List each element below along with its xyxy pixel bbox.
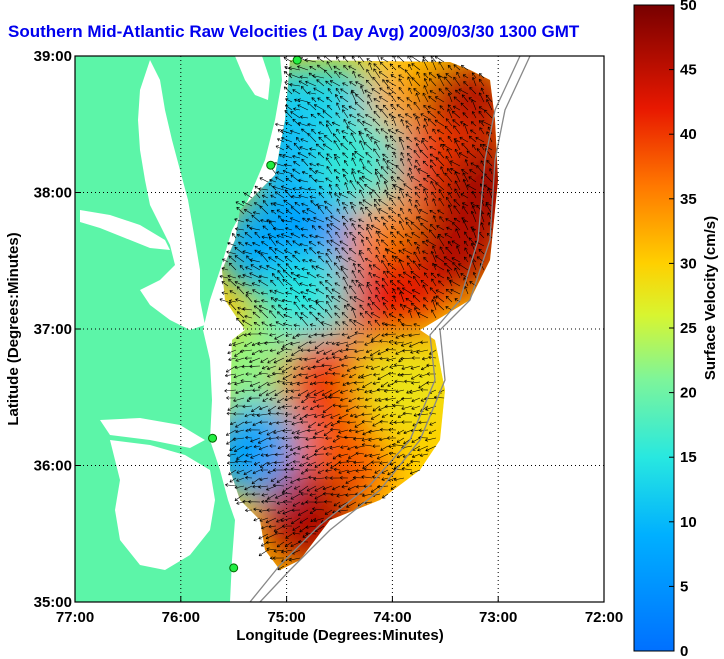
x-tick-label: 76:00 (162, 609, 200, 626)
velocity-cell (344, 253, 441, 350)
y-tick-label: 37:00 (34, 321, 72, 338)
bathymetry-contour (259, 56, 531, 602)
colorbar-tick-label: 45 (680, 62, 697, 79)
x-tick-label: 75:00 (267, 609, 305, 626)
colorbar-tick-label: 10 (680, 514, 697, 531)
x-tick-label: 73:00 (479, 609, 517, 626)
y-tick-label: 38:00 (34, 185, 72, 202)
colorbar-tick-label: 30 (680, 255, 697, 272)
x-tick-label: 72:00 (585, 609, 623, 626)
colorbar (633, 4, 675, 652)
y-tick-label: 36:00 (34, 458, 72, 475)
albemarle-sound (100, 418, 205, 448)
x-tick-label: 77:00 (56, 609, 94, 626)
y-tick-label: 35:00 (34, 594, 72, 611)
station-marker (208, 433, 218, 443)
delaware-bay (235, 56, 270, 100)
page-title: Southern Mid-Atlantic Raw Velocities (1 … (8, 22, 580, 41)
colorbar-tick-label: 20 (680, 385, 697, 402)
chesapeake-bay (138, 60, 205, 330)
x-tick-label: 74:00 (373, 609, 411, 626)
colorbar-ticks: 0 5 10 15 20 25 30 35 40 45 50 (669, 0, 697, 659)
station-markers (208, 56, 302, 573)
colorbar-tick-label: 40 (680, 126, 697, 143)
colorbar-tick-label: 25 (680, 320, 697, 337)
x-axis-ticks: 77:00 76:00 75:00 74:00 73:00 72:00 (56, 596, 623, 626)
y-axis-label: Latitude (Degrees:Minutes) (5, 232, 22, 425)
colorbar-tick-label: 5 (680, 578, 688, 595)
colorbar-tick-label: 50 (680, 0, 697, 14)
station-marker (266, 160, 276, 170)
grid-lines (75, 56, 604, 602)
station-marker (229, 563, 239, 573)
pamlico-sound (110, 440, 215, 570)
bathymetry-contour (249, 56, 521, 602)
y-tick-label: 39:00 (34, 48, 72, 65)
y-axis-ticks: 39:00 38:00 37:00 36:00 35:00 (34, 48, 81, 611)
velocity-cell (312, 117, 409, 214)
colorbar-tick-label: 15 (680, 449, 697, 466)
colorbar-tick-label: 35 (680, 191, 697, 208)
colorbar-tick-label: 0 (680, 643, 688, 659)
x-axis-label: Longitude (Degrees:Minutes) (236, 627, 444, 644)
colorbar-label: Surface Velocity (cm/s) (702, 216, 719, 380)
potomac-river (80, 210, 170, 250)
station-marker (292, 56, 302, 65)
